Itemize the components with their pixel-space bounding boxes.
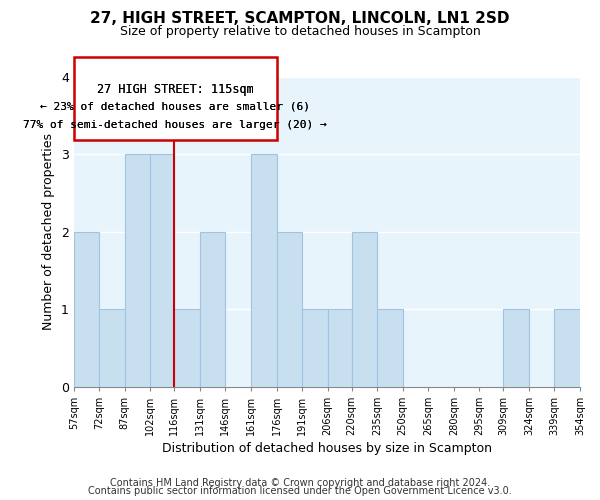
Bar [554,309,580,386]
Bar [74,232,99,386]
Text: Size of property relative to detached houses in Scampton: Size of property relative to detached ho… [119,25,481,38]
Bar [174,309,200,386]
Text: 27 HIGH STREET: 115sqm: 27 HIGH STREET: 115sqm [97,83,254,96]
Text: Contains public sector information licensed under the Open Government Licence v3: Contains public sector information licen… [88,486,512,496]
Text: 27 HIGH STREET: 115sqm: 27 HIGH STREET: 115sqm [97,83,254,96]
Y-axis label: Number of detached properties: Number of detached properties [43,133,55,330]
Bar [377,309,403,386]
Bar [503,309,529,386]
Bar [151,154,174,386]
Text: ← 23% of detached houses are smaller (6): ← 23% of detached houses are smaller (6) [40,102,310,112]
Text: 27, HIGH STREET, SCAMPTON, LINCOLN, LN1 2SD: 27, HIGH STREET, SCAMPTON, LINCOLN, LN1 … [90,11,510,26]
Bar [200,232,226,386]
Bar [302,309,328,386]
Bar [99,309,125,386]
Text: 77% of semi-detached houses are larger (20) →: 77% of semi-detached houses are larger (… [23,120,327,130]
Text: ← 23% of detached houses are smaller (6): ← 23% of detached houses are smaller (6) [40,102,310,112]
X-axis label: Distribution of detached houses by size in Scampton: Distribution of detached houses by size … [162,442,492,455]
Bar [125,154,151,386]
Bar [352,232,377,386]
Bar [251,154,277,386]
Bar [74,57,277,140]
Text: Contains HM Land Registry data © Crown copyright and database right 2024.: Contains HM Land Registry data © Crown c… [110,478,490,488]
Bar [328,309,352,386]
Text: 77% of semi-detached houses are larger (20) →: 77% of semi-detached houses are larger (… [23,120,327,130]
Bar [277,232,302,386]
